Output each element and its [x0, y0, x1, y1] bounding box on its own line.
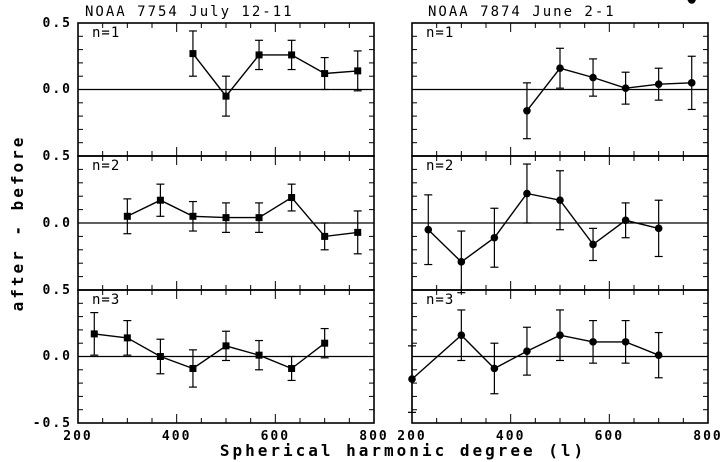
data-point [523, 189, 531, 198]
chart-title-right: NOAA 7874 June 2-1 [428, 4, 616, 20]
data-point [90, 330, 98, 338]
panels-layer: n=1 n=2 n=3 n=1 n=2 n=3 [77, 0, 709, 424]
panel-label: n=3 [426, 292, 454, 308]
panel-2-1: n=1 [411, 22, 709, 157]
data-point [654, 351, 663, 359]
series-line [94, 333, 326, 370]
panel-label: n=1 [92, 25, 120, 41]
data-point [490, 364, 499, 373]
data-point [490, 233, 499, 242]
x-tick-label: 600 [595, 429, 624, 444]
y-tick-label: -0.5 [33, 416, 72, 431]
data-point [589, 73, 597, 82]
series-line [427, 192, 659, 263]
panel-1-1: n=1 [77, 22, 375, 157]
y-axis-title: after - before [8, 135, 27, 312]
panel-label: n=2 [426, 158, 454, 174]
data-point [424, 225, 433, 234]
panel-2-2: n=2 [411, 0, 709, 294]
data-point [457, 258, 466, 266]
panel-1-3: n=3 [77, 289, 375, 424]
x-tick-label: 200 [63, 429, 92, 444]
x-tick-label: 400 [162, 429, 191, 444]
x-tick-label: 400 [496, 429, 525, 444]
series-line [526, 67, 692, 112]
data-point [189, 364, 197, 372]
data-point [556, 64, 564, 73]
data-point [589, 338, 597, 346]
data-point [156, 353, 164, 360]
data-point [687, 0, 696, 4]
data-point [321, 339, 329, 347]
data-point [523, 347, 531, 355]
x-tick-label: 600 [261, 429, 290, 444]
data-point [189, 212, 197, 220]
data-point [321, 70, 329, 78]
y-tick-label: 0.5 [43, 283, 72, 298]
y-tick-label: 0.0 [43, 216, 72, 231]
series-line [126, 196, 358, 238]
data-point [321, 232, 329, 240]
data-point [189, 50, 197, 58]
data-point [457, 331, 466, 340]
data-point [123, 212, 131, 220]
panel-2-3: n=3 [408, 289, 709, 424]
data-point [255, 351, 263, 359]
panel-label: n=3 [92, 292, 120, 308]
data-point [556, 196, 564, 205]
y-tick-label: 0.5 [43, 149, 72, 164]
data-point [589, 240, 597, 249]
data-point [255, 51, 263, 59]
series-line [411, 334, 659, 380]
y-tick-label: 0.5 [43, 16, 72, 31]
data-point [255, 214, 263, 222]
x-tick-labels: 200 400 600 800 200 400 600 800 [63, 429, 722, 444]
data-point [556, 331, 564, 340]
data-point [288, 51, 296, 59]
x-tick-label: 200 [397, 429, 426, 444]
data-point [222, 342, 230, 350]
data-point [288, 194, 296, 202]
data-point [621, 338, 630, 346]
data-point [654, 80, 663, 88]
data-point [523, 106, 531, 115]
y-tick-label: 0.0 [43, 82, 72, 97]
column-titles: NOAA 7754 July 12-11 NOAA 7874 June 2-1 [85, 4, 616, 20]
data-point [621, 84, 630, 92]
data-point [123, 334, 131, 342]
panel-1-2: n=2 [77, 155, 375, 291]
data-point [687, 79, 696, 87]
data-point [288, 364, 296, 372]
panel-label: n=1 [426, 25, 454, 41]
x-axis-title: Spherical harmonic degree (l) [220, 441, 586, 460]
data-point [156, 196, 164, 204]
data-point [621, 216, 630, 225]
data-point [408, 375, 416, 383]
chart-title-left: NOAA 7754 July 12-11 [85, 4, 294, 20]
x-tick-label: 800 [693, 429, 722, 444]
data-point [354, 67, 362, 75]
data-point [222, 92, 230, 100]
data-point [354, 228, 362, 236]
data-point [222, 214, 230, 222]
data-point [654, 224, 663, 233]
x-tick-label: 800 [359, 429, 388, 444]
panel-label: n=2 [92, 158, 120, 174]
series-line [192, 53, 358, 98]
y-tick-label: 0.0 [43, 349, 72, 364]
y-tick-labels: 0.5 0.5 0.5 0.0 0.0 0.0 -0.5 [33, 16, 72, 431]
